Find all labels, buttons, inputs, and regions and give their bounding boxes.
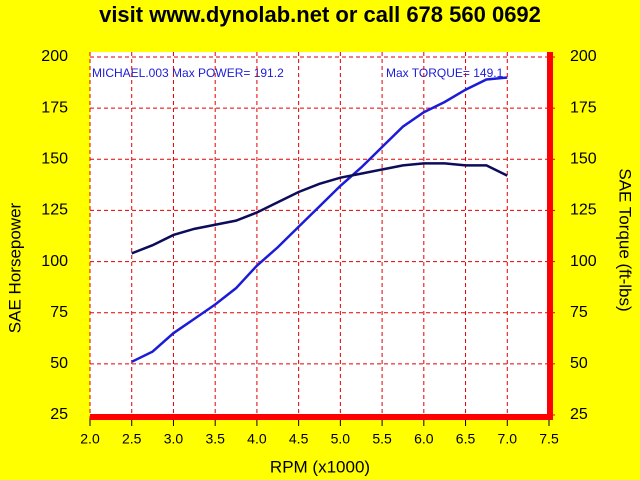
series-line [131,162,508,255]
x-tick-label: 4.5 [289,431,309,447]
x-tick-label: 7.5 [539,431,559,447]
x-tick-label: 3.0 [164,431,184,447]
y2-tick-label: 150 [570,151,597,168]
x-tick-label: 6.0 [414,431,434,447]
y-tick-label: 100 [41,253,68,270]
y-axis-title: SAE Horsepower [5,202,24,333]
y2-tick-label: 200 [570,48,597,65]
y-tick-label: 125 [41,202,68,219]
x-tick-label: 3.5 [205,431,225,447]
y2-tick-label: 125 [570,202,597,219]
x-tick-label: 4.0 [247,431,267,447]
x-tick-label: 7.0 [498,431,518,447]
y2-tick-label: 175 [570,99,597,116]
annotation: Max TORQUE= 149.1 [386,66,504,80]
chart-title: visit www.dynolab.net or call 678 560 06… [99,2,541,27]
x-tick-label: 5.0 [331,431,351,447]
y-tick-label: 175 [41,99,68,116]
x-tick-label: 5.5 [372,431,392,447]
y2-tick-label: 25 [570,406,588,423]
annotation: MICHAEL.003 Max POWER= 191.2 [92,66,284,80]
x-tick-label: 2.5 [122,431,142,447]
y-tick-label: 200 [41,48,68,65]
x-tick-label: 6.5 [456,431,476,447]
y2-tick-label: 50 [570,355,588,372]
y2-axis-title: SAE Torque (ft-lbs) [616,168,635,311]
y2-tick-label: 75 [570,304,588,321]
y-tick-label: 25 [50,406,68,423]
series-line [131,76,508,363]
y-tick-label: 50 [50,355,68,372]
x-tick-label: 2.0 [80,431,100,447]
x-axis-title: RPM (x1000) [270,457,370,476]
y-tick-label: 150 [41,151,68,168]
plot-area [90,52,549,418]
y-tick-label: 75 [50,304,68,321]
y2-tick-label: 100 [570,253,597,270]
